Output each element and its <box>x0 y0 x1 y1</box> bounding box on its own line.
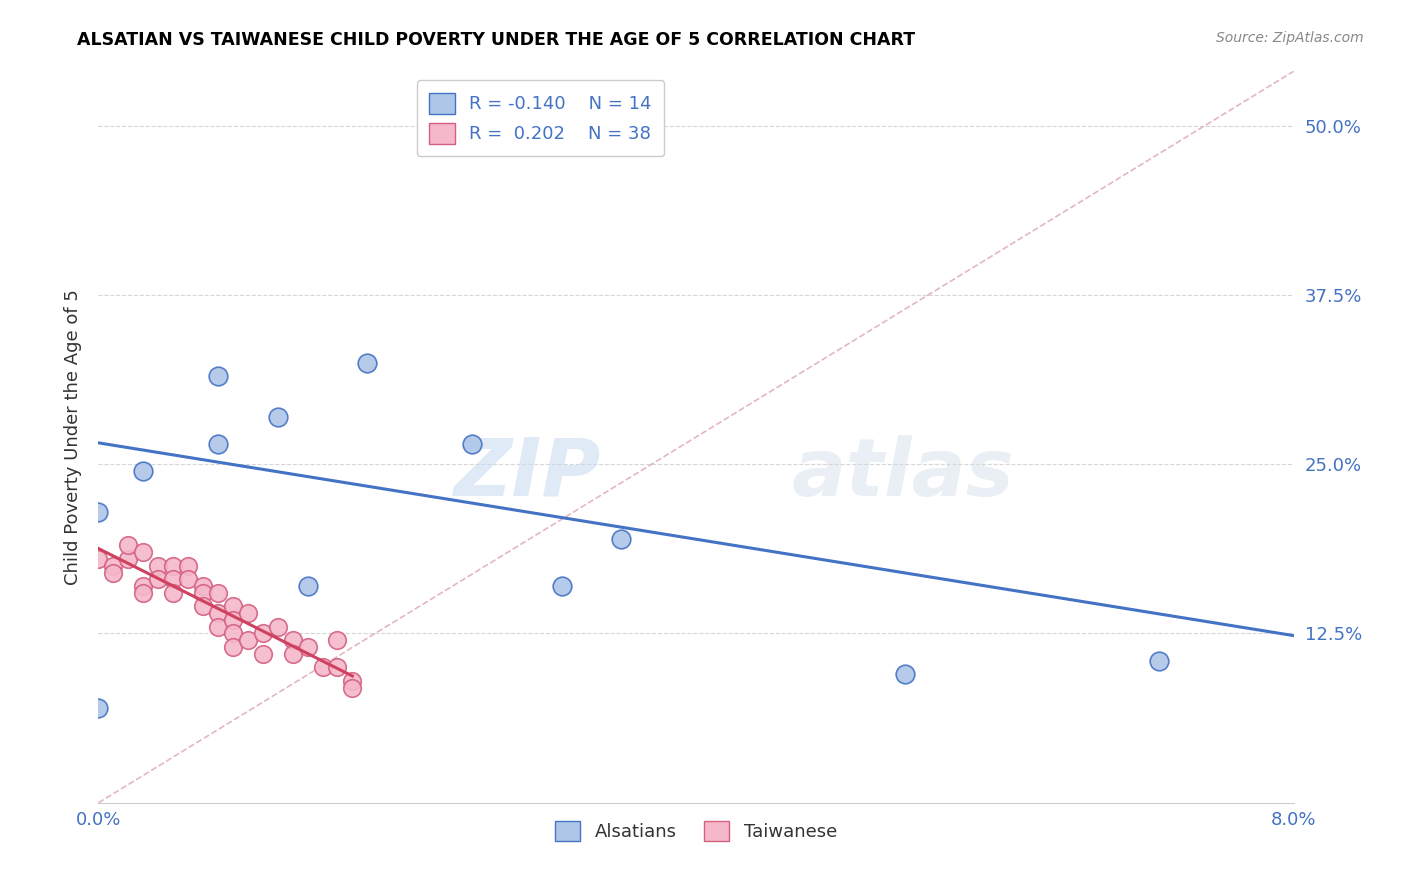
Point <box>162 586 184 600</box>
Point <box>191 586 214 600</box>
Point <box>461 437 484 451</box>
Point <box>191 579 214 593</box>
Point <box>177 558 200 573</box>
Point <box>148 558 170 573</box>
Point <box>311 660 333 674</box>
Point <box>117 538 139 552</box>
Point <box>1147 654 1170 668</box>
Point <box>207 437 229 451</box>
Point <box>148 572 170 586</box>
Point <box>132 579 155 593</box>
Point <box>177 572 200 586</box>
Point <box>222 613 245 627</box>
Point <box>103 558 125 573</box>
Point <box>207 369 229 384</box>
Point <box>252 647 274 661</box>
Point <box>610 532 633 546</box>
Point <box>207 586 229 600</box>
Point <box>236 606 259 620</box>
Point <box>87 505 110 519</box>
Point <box>132 464 155 478</box>
Point <box>342 673 364 688</box>
Text: atlas: atlas <box>792 434 1014 513</box>
Point <box>236 633 259 648</box>
Point <box>252 626 274 640</box>
Point <box>87 552 110 566</box>
Point <box>297 640 319 654</box>
Point <box>326 660 349 674</box>
Point <box>87 701 110 715</box>
Text: ALSATIAN VS TAIWANESE CHILD POVERTY UNDER THE AGE OF 5 CORRELATION CHART: ALSATIAN VS TAIWANESE CHILD POVERTY UNDE… <box>77 31 915 49</box>
Point <box>267 409 290 424</box>
Legend: Alsatians, Taiwanese: Alsatians, Taiwanese <box>548 814 844 848</box>
Text: ZIP: ZIP <box>453 434 600 513</box>
Point <box>894 667 917 681</box>
Point <box>326 633 349 648</box>
Text: Source: ZipAtlas.com: Source: ZipAtlas.com <box>1216 31 1364 45</box>
Point <box>132 586 155 600</box>
Point <box>191 599 214 614</box>
Point <box>207 620 229 634</box>
Point <box>207 606 229 620</box>
Point <box>222 626 245 640</box>
Point <box>342 681 364 695</box>
Point <box>356 355 378 369</box>
Y-axis label: Child Poverty Under the Age of 5: Child Poverty Under the Age of 5 <box>63 289 82 585</box>
Point <box>103 566 125 580</box>
Point <box>281 633 304 648</box>
Point <box>162 558 184 573</box>
Point <box>416 139 439 153</box>
Point <box>267 620 290 634</box>
Point <box>117 552 139 566</box>
Point <box>222 599 245 614</box>
Point <box>132 545 155 559</box>
Point <box>162 572 184 586</box>
Point <box>222 640 245 654</box>
Point <box>281 647 304 661</box>
Point <box>550 579 572 593</box>
Point <box>297 579 319 593</box>
